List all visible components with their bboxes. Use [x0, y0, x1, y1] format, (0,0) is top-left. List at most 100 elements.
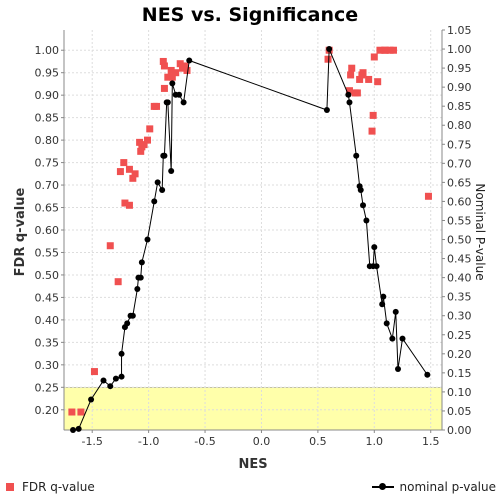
fdr-point	[368, 127, 376, 135]
fdr-point	[153, 102, 161, 110]
fdr-point	[356, 75, 364, 83]
fdr-point	[136, 138, 144, 146]
x-axis-label: NES	[238, 457, 267, 472]
fdr-point	[347, 71, 355, 79]
nominal-point	[124, 320, 131, 327]
fdr-point	[359, 69, 367, 77]
legend-fdr: FDR q-value	[6, 480, 95, 494]
fdr-swatch	[6, 483, 14, 491]
nominal-point	[134, 286, 141, 293]
y2-tick-label: 0.40	[447, 272, 472, 285]
y-tick-label: 1.00	[35, 44, 60, 57]
y-tick-label: 0.20	[35, 404, 60, 417]
y-axis-label: FDR q-value	[13, 187, 28, 276]
fdr-point	[353, 89, 361, 97]
y-tick-label: 0.95	[35, 67, 60, 80]
nominal-point	[151, 198, 158, 205]
y-tick-label: 0.25	[35, 381, 60, 394]
y2-tick-label: 0.65	[447, 176, 472, 189]
fdr-point	[183, 66, 191, 74]
fdr-point	[143, 136, 151, 144]
y-tick-label: 0.70	[35, 179, 60, 192]
fdr-point	[376, 46, 384, 54]
nominal-point	[345, 91, 352, 98]
y-tick-label: 0.85	[35, 112, 60, 125]
nominal-point	[392, 308, 399, 315]
x-tick-label: -0.5	[194, 435, 215, 448]
y2-tick-label: 0.45	[447, 253, 472, 266]
fdr-point	[106, 242, 114, 250]
nominal-point	[161, 152, 168, 159]
fdr-point	[348, 64, 356, 72]
y2-tick-label: 0.50	[447, 234, 472, 247]
y2-tick-label: 0.25	[447, 329, 472, 342]
fdr-point	[168, 73, 176, 81]
nominal-point	[107, 383, 114, 390]
y2-tick-label: 0.10	[447, 386, 472, 399]
nominal-point	[353, 152, 360, 159]
fdr-point	[176, 60, 184, 68]
fdr-point	[120, 159, 128, 167]
y-tick-label: 0.65	[35, 202, 60, 215]
nominal-point	[168, 167, 175, 174]
y-tick-label: 0.60	[35, 224, 60, 237]
nominal-swatch	[371, 483, 394, 491]
y2-tick-label: 0.35	[447, 291, 472, 304]
y-tick-label: 0.75	[35, 157, 60, 170]
nominal-point	[88, 396, 95, 403]
x-tick-label: -1.0	[138, 435, 159, 448]
nominal-point	[380, 293, 387, 300]
nominal-point	[159, 187, 166, 193]
fdr-point	[116, 168, 124, 176]
fdr-threshold-band	[63, 387, 443, 431]
nominal-point	[383, 320, 390, 327]
fdr-point	[140, 141, 148, 149]
plot-area: -1.5 -1.0 -0.5 0.0 0.5 1.0 1.5 0.20 0.25 0.30 0.35…	[35, 24, 472, 448]
y2-tick-label: 0.20	[447, 348, 472, 361]
fdr-point	[382, 46, 390, 54]
y2-tick-label: 0.95	[447, 62, 472, 75]
nominal-point	[176, 91, 183, 98]
fdr-point	[137, 147, 145, 155]
fdr-point	[324, 55, 332, 63]
fdr-point	[129, 174, 137, 182]
fdr-point	[114, 278, 122, 286]
nominal-point	[424, 371, 431, 378]
fdr-point	[160, 84, 168, 92]
fdr-point	[68, 408, 76, 416]
y2-tick-label: 0.85	[447, 100, 472, 113]
nominal-point	[118, 350, 125, 357]
nominal-point	[389, 335, 396, 342]
nominal-point	[138, 259, 145, 266]
y2-tick-label: 0.70	[447, 157, 472, 170]
nominal-point	[379, 301, 386, 308]
nominal-point	[70, 427, 77, 433]
y2-tick-label: 0.55	[447, 214, 472, 227]
nominal-point	[357, 187, 364, 193]
fdr-point	[121, 199, 129, 207]
nominal-point	[399, 335, 406, 342]
y2-tick-label: 0.80	[447, 119, 472, 132]
nominal-point	[137, 274, 144, 281]
nominal-point	[360, 202, 367, 209]
y-tick-label: 0.50	[35, 269, 60, 282]
y-tick-label: 0.40	[35, 314, 60, 327]
nominal-point	[100, 377, 107, 384]
y-tick-label: 0.80	[35, 134, 60, 147]
x-tick-label: 1.5	[422, 435, 440, 448]
legend-fdr-label: FDR q-value	[22, 480, 95, 494]
nominal-point	[144, 236, 151, 243]
nominal-point	[186, 57, 193, 64]
y2-tick-label: 0.75	[447, 138, 472, 151]
y2-tick-label: 0.00	[447, 424, 472, 437]
y2-tick-label: 0.05	[447, 405, 472, 418]
fdr-point	[374, 78, 382, 86]
fdr-point	[125, 201, 133, 209]
fdr-point	[370, 53, 378, 61]
fdr-point	[345, 87, 353, 95]
fdr-point	[160, 62, 168, 70]
nominal-point	[118, 373, 125, 380]
nominal-point	[394, 366, 401, 373]
legend-nominal: nominal p-value	[371, 480, 496, 494]
